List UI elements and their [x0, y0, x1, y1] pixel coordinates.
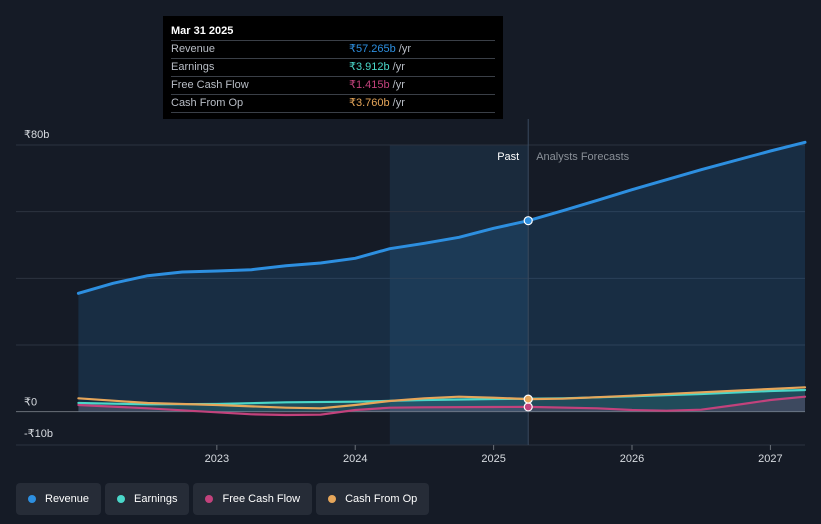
legend-label: Earnings [134, 493, 178, 505]
series-line-cash-from-op [77, 386, 807, 410]
y-tick-label: ₹80b [24, 129, 49, 141]
tooltip: Mar 31 2025 Revenue ₹57.265b /yr Earning… [163, 16, 503, 119]
y-axis-ticks: ₹80b ₹0 -₹10b [24, 129, 53, 440]
tooltip-label: Free Cash Flow [171, 79, 249, 91]
x-tick-label: 2024 [343, 453, 367, 465]
legend-label: Free Cash Flow [222, 493, 301, 505]
tooltip-unit: /yr [392, 79, 405, 91]
tooltip-label: Earnings [171, 61, 215, 73]
legend-label: Cash From Op [345, 493, 418, 505]
legend-item-earnings[interactable]: Earnings [105, 483, 190, 515]
x-axis-ticks: 2023 2024 2025 2026 2027 [205, 445, 783, 465]
series-line-revenue [76, 140, 807, 295]
legend-item-free-cash-flow[interactable]: Free Cash Flow [193, 483, 313, 515]
legend-dot-icon [328, 495, 337, 503]
tooltip-label: Revenue [171, 43, 216, 55]
tooltip-row-revenue: Revenue ₹57.265b /yr [171, 41, 495, 59]
legend-item-revenue[interactable]: Revenue [16, 483, 102, 515]
forecast-label: Analysts Forecasts [536, 151, 629, 163]
marker-free-cash-flow [523, 402, 533, 412]
tooltip-label: Cash From Op [171, 97, 244, 109]
y-tick-label: -₹10b [24, 428, 53, 440]
x-tick-label: 2023 [205, 453, 229, 465]
tooltip-unit: /yr [392, 61, 405, 73]
legend-item-cash-from-op[interactable]: Cash From Op [316, 483, 430, 515]
series-line-free-cash-flow [77, 395, 807, 417]
tooltip-unit: /yr [392, 97, 405, 109]
grid-lines [16, 144, 805, 446]
legend-dot-icon [117, 495, 126, 503]
tooltip-date: Mar 31 2025 [171, 23, 495, 41]
marker-revenue [523, 216, 533, 226]
past-label: Past [497, 151, 519, 163]
series-lines [76, 140, 807, 417]
legend-label: Revenue [45, 493, 90, 505]
tooltip-row-cash-from-op: Cash From Op ₹3.760b /yr [171, 95, 495, 113]
legend-dot-icon [28, 495, 36, 503]
tooltip-value: ₹57.265b [349, 43, 396, 55]
tooltip-value: ₹3.760b [349, 97, 390, 109]
tooltip-unit: /yr [398, 43, 411, 55]
tooltip-value: ₹1.415b [349, 79, 390, 91]
x-tick-label: 2027 [758, 453, 782, 465]
tooltip-value: ₹3.912b [349, 61, 390, 73]
past-region-shade [389, 145, 529, 445]
chart-canvas: ₹80b ₹0 -₹10b 2023 2024 2025 2026 2027 Past An… [16, 119, 807, 465]
x-tick-label: 2026 [620, 453, 644, 465]
tooltip-row-free-cash-flow: Free Cash Flow ₹1.415b /yr [171, 77, 495, 95]
legend: Revenue Earnings Free Cash Flow Cash Fro… [16, 483, 430, 515]
tooltip-row-earnings: Earnings ₹3.912b /yr [171, 59, 495, 77]
marker-cash-from-op [523, 394, 533, 404]
series-markers [523, 216, 533, 412]
x-tick-label: 2025 [481, 453, 505, 465]
legend-dot-icon [205, 495, 214, 503]
series-area-revenue [78, 142, 805, 412]
y-tick-label: ₹0 [24, 397, 37, 409]
